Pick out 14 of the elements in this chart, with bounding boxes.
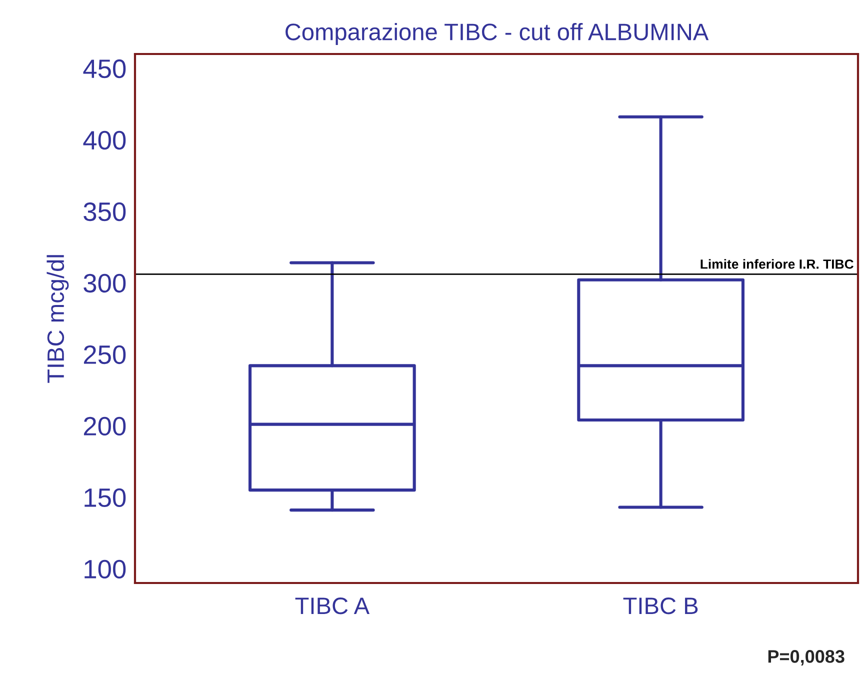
y-tick-label: 350 [84, 202, 126, 222]
y-tick-label: 200 [84, 416, 126, 436]
y-tick-label: 450 [83, 59, 126, 78]
x-tick-label: TIBC A [295, 598, 370, 614]
y-tick-label: 250 [84, 345, 126, 364]
y-tick-label: 400 [83, 130, 126, 150]
x-tick-label: TIBC B [623, 598, 698, 614]
y-tick-label: 300 [84, 274, 126, 293]
y-axis-title: TIBC mcg/dl [46, 255, 69, 383]
ref-line-label: Limite inferiore I.R. TIBC [700, 259, 854, 269]
y-tick-label: 150 [84, 488, 126, 508]
text: P=0,0083 [768, 650, 844, 666]
y-tick-label: 100 [84, 560, 126, 579]
chart-title: Comparazione TIBC - cut off ALBUMINA [286, 23, 709, 46]
